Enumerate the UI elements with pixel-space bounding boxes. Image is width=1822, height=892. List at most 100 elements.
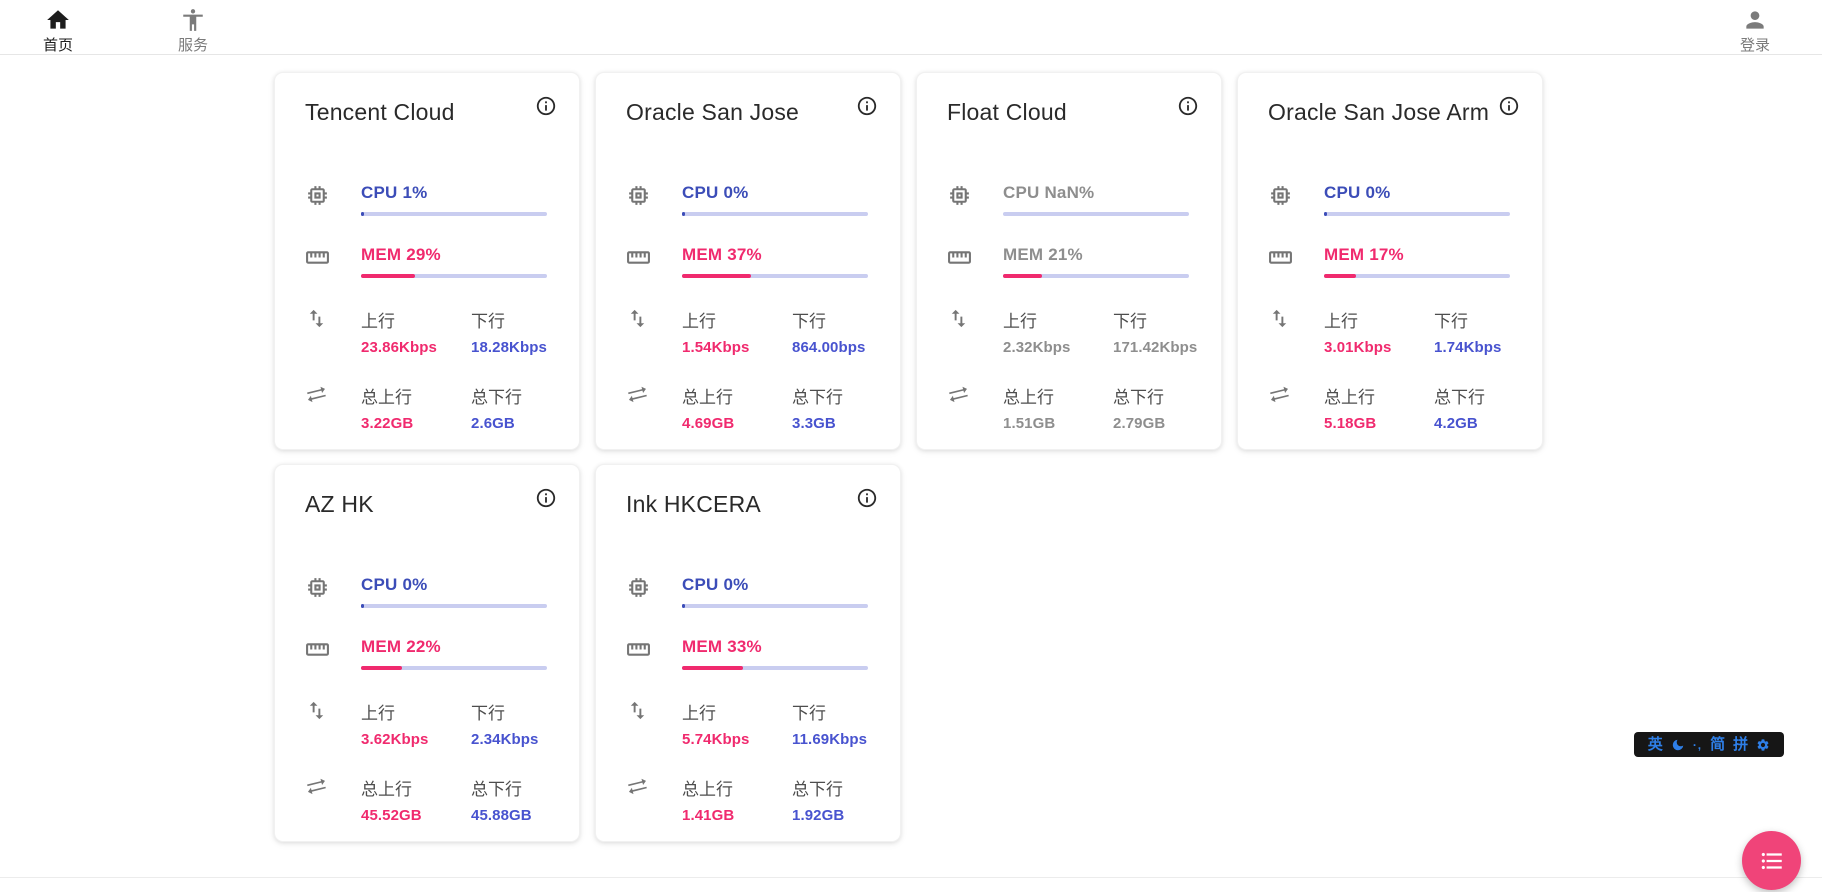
mem-progress-fill bbox=[682, 274, 751, 278]
speed-row: 上行 3.62Kbps 下行 2.34Kbps bbox=[361, 699, 547, 748]
total-download-value: 45.88GB bbox=[471, 807, 532, 824]
info-icon bbox=[857, 488, 877, 508]
upload-value: 2.32Kbps bbox=[1003, 339, 1071, 356]
swap-horiz-icon bbox=[626, 383, 682, 459]
accessibility-icon bbox=[183, 9, 203, 31]
server-name: AZ HK bbox=[305, 491, 374, 517]
upload-speed: 上行 23.86Kbps bbox=[361, 307, 471, 356]
nav-login-label: 登录 bbox=[1739, 37, 1770, 54]
total-row: 总上行 5.18GB 总下行 4.2GB bbox=[1324, 383, 1510, 432]
upload-value: 5.74Kbps bbox=[682, 731, 750, 748]
total-upload-value: 45.52GB bbox=[361, 807, 422, 824]
total-upload: 总上行 3.22GB bbox=[361, 383, 471, 432]
info-button[interactable] bbox=[535, 95, 557, 117]
total-upload-label: 总上行 bbox=[361, 388, 412, 407]
cpu-progress-bar bbox=[1003, 212, 1189, 216]
download-label: 下行 bbox=[792, 312, 826, 331]
download-value: 864.00bps bbox=[792, 339, 866, 356]
cpu-text: CPU 0% bbox=[682, 183, 749, 202]
cpu-value: 0% bbox=[1365, 183, 1391, 202]
total-upload-label: 总上行 bbox=[682, 780, 733, 799]
cpu-progress-bar bbox=[1324, 212, 1510, 216]
mem-value: 29% bbox=[406, 245, 441, 264]
nav-item-services[interactable]: 服务 bbox=[148, 7, 238, 55]
download-speed: 下行 11.69Kbps bbox=[792, 699, 868, 748]
memory-ruler-icon bbox=[305, 637, 361, 699]
cpu-progress-bar bbox=[682, 604, 868, 608]
server-list-fab[interactable] bbox=[1742, 831, 1801, 890]
ime-punctuation-toggle[interactable]: ·, bbox=[1692, 737, 1703, 752]
cpu-stat: CPU NaN% bbox=[1003, 183, 1197, 216]
cpu-stat: CPU 1% bbox=[361, 183, 547, 216]
nav-item-login[interactable]: 登录 bbox=[1710, 7, 1800, 55]
mem-progress-bar bbox=[361, 666, 547, 670]
cpu-progress-bar bbox=[682, 212, 868, 216]
download-value: 2.34Kbps bbox=[471, 731, 539, 748]
mem-stat: MEM 33% bbox=[682, 637, 868, 670]
cpu-text: CPU 0% bbox=[361, 575, 428, 594]
total-upload: 总上行 4.69GB bbox=[682, 383, 792, 432]
server-card: Ink HKCERA CPU 0% MEM 33% bbox=[595, 464, 901, 842]
swap-vert-icon bbox=[626, 699, 682, 775]
download-label: 下行 bbox=[1434, 312, 1468, 331]
mem-progress-bar bbox=[1003, 274, 1189, 278]
server-name: Oracle San Jose bbox=[626, 99, 800, 125]
server-name: Tencent Cloud bbox=[305, 99, 455, 125]
download-label: 下行 bbox=[471, 312, 505, 331]
total-download-label: 总下行 bbox=[792, 388, 843, 407]
swap-vert-icon bbox=[305, 699, 361, 775]
info-button[interactable] bbox=[535, 487, 557, 509]
total-download-value: 4.2GB bbox=[1434, 415, 1478, 432]
ime-lang-toggle[interactable]: 英 bbox=[1647, 736, 1663, 753]
cpu-stat: CPU 0% bbox=[682, 183, 868, 216]
memory-ruler-icon bbox=[626, 637, 682, 699]
moon-icon[interactable] bbox=[1671, 738, 1685, 752]
info-button[interactable] bbox=[1498, 95, 1520, 117]
info-button[interactable] bbox=[856, 487, 878, 509]
download-label: 下行 bbox=[1113, 312, 1147, 331]
memory-ruler-icon bbox=[626, 245, 682, 307]
server-name: Float Cloud bbox=[947, 99, 1067, 125]
mem-value: 33% bbox=[727, 637, 762, 656]
total-row: 总上行 4.69GB 总下行 3.3GB bbox=[682, 383, 868, 432]
home-icon bbox=[47, 10, 69, 29]
total-download: 总下行 1.92GB bbox=[792, 775, 868, 824]
download-label: 下行 bbox=[792, 704, 826, 723]
total-row: 总上行 45.52GB 总下行 45.88GB bbox=[361, 775, 547, 824]
cpu-chip-icon bbox=[626, 575, 682, 637]
swap-horiz-icon bbox=[626, 775, 682, 851]
cpu-chip-icon bbox=[947, 183, 1003, 245]
total-upload: 总上行 45.52GB bbox=[361, 775, 471, 824]
mem-progress-bar bbox=[1324, 274, 1510, 278]
mem-stat: MEM 29% bbox=[361, 245, 547, 278]
ime-simplified-toggle[interactable]: 简 bbox=[1710, 736, 1726, 753]
info-button[interactable] bbox=[1177, 95, 1199, 117]
speed-row: 上行 3.01Kbps 下行 1.74Kbps bbox=[1324, 307, 1510, 356]
download-label: 下行 bbox=[471, 704, 505, 723]
upload-label: 上行 bbox=[1003, 312, 1037, 331]
ime-pinyin-toggle[interactable]: 拼 bbox=[1733, 736, 1749, 753]
download-speed: 下行 18.28Kbps bbox=[471, 307, 547, 356]
mem-progress-bar bbox=[682, 274, 868, 278]
total-upload-value: 4.69GB bbox=[682, 415, 735, 432]
swap-vert-icon bbox=[1268, 307, 1324, 383]
server-stats: CPU 0% MEM 33% 上行 5.74Kbps 下行 1 bbox=[626, 575, 868, 851]
info-button[interactable] bbox=[856, 95, 878, 117]
cpu-chip-icon bbox=[1268, 183, 1324, 245]
total-row: 总上行 1.41GB 总下行 1.92GB bbox=[682, 775, 868, 824]
memory-ruler-icon bbox=[305, 245, 361, 307]
gear-icon[interactable] bbox=[1756, 738, 1770, 752]
mem-text: MEM 33% bbox=[682, 637, 762, 656]
mem-progress-fill bbox=[361, 274, 415, 278]
mem-value: 22% bbox=[406, 637, 441, 656]
cpu-text: CPU 0% bbox=[682, 575, 749, 594]
upload-value: 3.62Kbps bbox=[361, 731, 429, 748]
mem-value: 17% bbox=[1369, 245, 1404, 264]
cpu-value: 0% bbox=[723, 575, 749, 594]
swap-horiz-icon bbox=[1268, 383, 1324, 459]
nav-item-home[interactable]: 首页 bbox=[13, 7, 103, 55]
total-upload-label: 总上行 bbox=[1003, 388, 1054, 407]
total-download-value: 1.92GB bbox=[792, 807, 845, 824]
cpu-value: NaN% bbox=[1044, 183, 1095, 202]
swap-vert-icon bbox=[305, 307, 361, 383]
